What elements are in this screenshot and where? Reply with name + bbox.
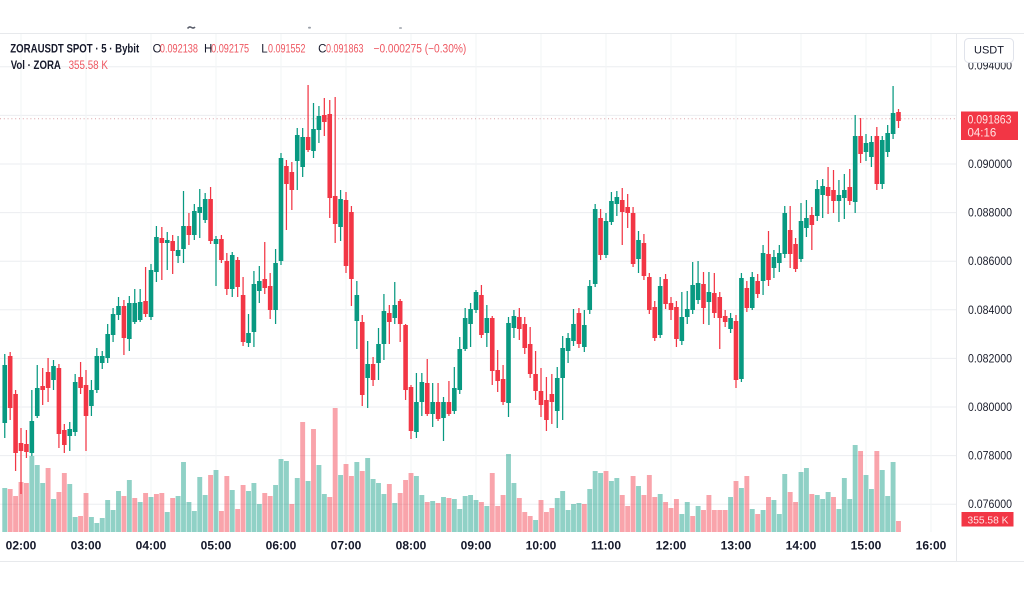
svg-text:11:00: 11:00 bbox=[591, 539, 621, 553]
svg-text:H: H bbox=[204, 44, 212, 56]
svg-text:08:00: 08:00 bbox=[396, 539, 427, 553]
svg-text:O: O bbox=[153, 44, 162, 56]
svg-text:0.086000: 0.086000 bbox=[968, 256, 1012, 268]
svg-text:355.58 K: 355.58 K bbox=[968, 514, 1009, 526]
svg-text:L: L bbox=[261, 44, 268, 56]
svg-text:05:00: 05:00 bbox=[201, 539, 232, 553]
svg-text:06:00: 06:00 bbox=[266, 539, 297, 553]
svg-text:C: C bbox=[318, 44, 326, 56]
svg-text:0.080000: 0.080000 bbox=[968, 402, 1012, 414]
svg-text:07:00: 07:00 bbox=[331, 539, 362, 553]
svg-text:02:00: 02:00 bbox=[6, 539, 37, 553]
svg-text:USDT: USDT bbox=[974, 45, 1004, 57]
svg-text:10:00: 10:00 bbox=[526, 539, 557, 553]
svg-text:−0.000275 (−0.30%): −0.000275 (−0.30%) bbox=[374, 44, 467, 56]
svg-text:03:00: 03:00 bbox=[71, 539, 102, 553]
svg-text:0.084000: 0.084000 bbox=[968, 305, 1012, 317]
svg-text:0.090000: 0.090000 bbox=[968, 159, 1012, 171]
svg-text:0.076000: 0.076000 bbox=[968, 499, 1012, 511]
svg-text:0.082000: 0.082000 bbox=[968, 353, 1012, 365]
svg-text:0.091863: 0.091863 bbox=[326, 44, 364, 56]
svg-text:0.091863: 0.091863 bbox=[968, 114, 1012, 126]
svg-text:04:00: 04:00 bbox=[136, 539, 167, 553]
svg-text:12:00: 12:00 bbox=[656, 539, 687, 553]
svg-text:09:00: 09:00 bbox=[461, 539, 492, 553]
svg-text:14:00: 14:00 bbox=[786, 539, 817, 553]
svg-text:0.091552: 0.091552 bbox=[268, 44, 306, 56]
svg-text:0.078000: 0.078000 bbox=[968, 451, 1012, 463]
svg-text:04:16: 04:16 bbox=[968, 127, 997, 139]
svg-text:0.092175: 0.092175 bbox=[211, 44, 249, 56]
svg-text:355.58 K: 355.58 K bbox=[69, 60, 109, 72]
svg-text:16:00: 16:00 bbox=[916, 539, 947, 553]
svg-text:0.092138: 0.092138 bbox=[160, 44, 198, 56]
svg-text:13:00: 13:00 bbox=[721, 539, 752, 553]
svg-text:0.088000: 0.088000 bbox=[968, 208, 1012, 220]
svg-text:15:00: 15:00 bbox=[851, 539, 882, 553]
svg-text:0.094000: 0.094000 bbox=[968, 61, 1012, 73]
svg-text:Vol · ZORA: Vol · ZORA bbox=[11, 60, 61, 72]
svg-text:ZORAUSDT SPOT · 5 · Bybit: ZORAUSDT SPOT · 5 · Bybit bbox=[10, 44, 139, 56]
